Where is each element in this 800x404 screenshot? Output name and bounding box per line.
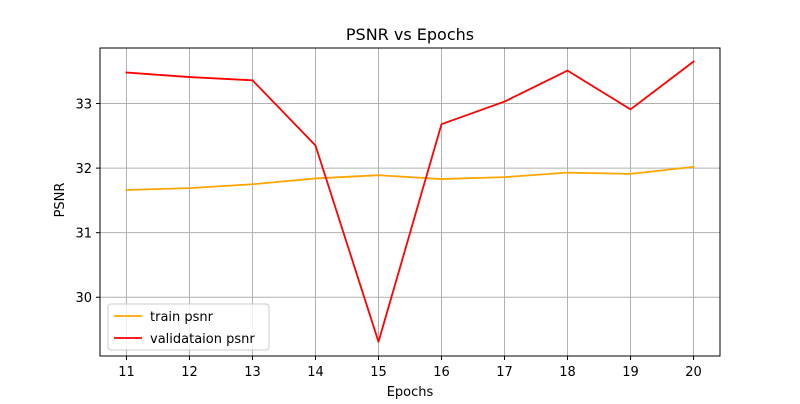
chart-legend: train psnr validataion psnr (107, 303, 270, 351)
y-axis-label: PSNR (53, 183, 68, 218)
y-tick-label: 30 (75, 291, 92, 306)
x-tick-label: 19 (622, 365, 639, 380)
x-tick-label: 13 (244, 365, 261, 380)
x-tick-label: 11 (118, 365, 135, 380)
legend-label: train psnr (150, 310, 214, 325)
y-axis-ticks: 30 31 32 33 (75, 98, 100, 306)
plot-area-frame (99, 47, 721, 357)
x-axis-ticks: 11 12 13 14 15 16 17 18 19 20 (118, 356, 702, 380)
series-lines (125, 60, 695, 343)
x-axis-label: Epochs (387, 385, 434, 400)
x-tick-label: 17 (496, 365, 513, 380)
x-tick-label: 15 (370, 365, 387, 380)
y-tick-label: 33 (75, 98, 92, 113)
grid-lines (100, 48, 720, 356)
x-tick-label: 12 (181, 365, 198, 380)
legend-label: validataion psnr (150, 332, 255, 347)
x-tick-label: 16 (433, 365, 450, 380)
x-tick-label: 14 (307, 365, 324, 380)
y-tick-label: 31 (75, 227, 92, 242)
legend-box (107, 303, 270, 351)
x-tick-label: 18 (559, 365, 576, 380)
series-line (125, 60, 695, 343)
y-tick-label: 32 (75, 162, 92, 177)
series-line (125, 165, 695, 191)
chart-title: PSNR vs Epochs (346, 25, 474, 44)
x-tick-label: 20 (685, 365, 702, 380)
